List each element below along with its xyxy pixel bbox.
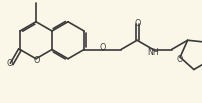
Text: O: O [177, 55, 183, 64]
Text: NH: NH [147, 47, 159, 57]
Text: O: O [34, 56, 40, 65]
Text: O: O [6, 59, 13, 68]
Text: O: O [99, 43, 106, 52]
Text: O: O [135, 19, 141, 28]
